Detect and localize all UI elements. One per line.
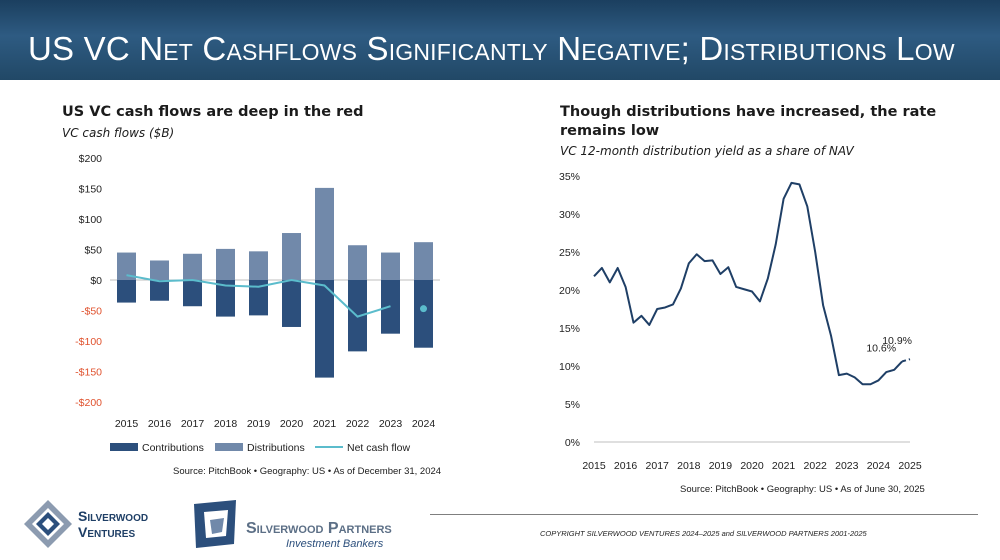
y-tick-label: 30% xyxy=(559,209,580,221)
y-tick-label: -$100 xyxy=(75,336,102,348)
annotation-label: 10.9% xyxy=(882,335,912,347)
y-tick-label: $200 xyxy=(79,153,103,165)
y-tick-label: 35% xyxy=(559,171,580,183)
x-tick-label: 2023 xyxy=(379,418,403,430)
distribution-bar xyxy=(183,253,202,280)
y-tick-label: 15% xyxy=(559,323,580,335)
x-tick-label: 2024 xyxy=(867,460,891,472)
distribution-bar xyxy=(381,252,400,280)
y-tick-label: 0% xyxy=(565,437,580,449)
distribution-bar xyxy=(315,187,334,280)
y-tick-label: -$50 xyxy=(81,306,102,318)
copyright-text: COPYRIGHT SILVERWOOD VENTURES 2024–2025 … xyxy=(540,529,867,538)
x-tick-label: 2016 xyxy=(614,460,638,472)
right-chart-title-line1: Though distributions have increased, the… xyxy=(560,104,937,120)
page-title: US VC Net Cashflows Significantly Negati… xyxy=(28,30,955,67)
logo1-line1: Silverwood xyxy=(78,508,149,524)
contribution-bar xyxy=(249,280,268,316)
logo1-line2: Ventures xyxy=(78,524,136,540)
distribution-bar xyxy=(216,248,235,280)
contribution-bar xyxy=(315,280,334,378)
legend-swatch-contributions xyxy=(110,443,138,451)
silverwood-partners-logo-icon xyxy=(194,500,236,548)
x-tick-label: 2016 xyxy=(148,418,172,430)
x-tick-label: 2021 xyxy=(772,460,796,472)
x-tick-label: 2022 xyxy=(804,460,828,472)
distribution-yield-line xyxy=(593,181,903,386)
net-cash-flow-line xyxy=(126,274,391,318)
net-cash-flow-point xyxy=(420,305,427,313)
x-tick-label: 2015 xyxy=(115,418,139,430)
contribution-bar xyxy=(150,280,169,301)
legend-swatch-distributions xyxy=(215,443,243,451)
x-tick-label: 2025 xyxy=(898,460,922,472)
y-tick-label: 25% xyxy=(559,247,580,259)
x-tick-label: 2019 xyxy=(247,418,271,430)
left-chart-source: Source: PitchBook • Geography: US • As o… xyxy=(173,466,442,477)
x-tick-label: 2019 xyxy=(709,460,733,472)
x-tick-label: 2015 xyxy=(582,460,606,472)
contribution-bar xyxy=(216,280,235,317)
distribution-yield-line-latest xyxy=(901,358,911,363)
legend-distributions: Distributions xyxy=(247,442,305,454)
legend-net-cash-flow: Net cash flow xyxy=(347,442,410,454)
annotation-label: 10.6% xyxy=(866,342,896,354)
y-tick-label: -$200 xyxy=(75,397,102,409)
contribution-bar xyxy=(282,280,301,327)
legend-contributions: Contributions xyxy=(142,442,204,454)
x-tick-label: 2020 xyxy=(280,418,304,430)
distribution-bar xyxy=(249,251,268,280)
logo2-line1: Silverwood Partners xyxy=(246,520,392,537)
y-tick-label: 20% xyxy=(559,285,580,297)
y-tick-label: 5% xyxy=(565,399,580,411)
right-chart-subtitle: VC 12-month distribution yield as a shar… xyxy=(560,144,854,158)
y-tick-label: $50 xyxy=(84,245,102,257)
y-tick-label: 10% xyxy=(559,361,580,373)
distribution-bar xyxy=(282,233,301,280)
x-tick-label: 2017 xyxy=(181,418,205,430)
distribution-yield-line-chart: 35% 30% 25% 20% 15% 10% 5% 0%2015 2016 2017 2018 20… xyxy=(559,171,922,472)
footer-divider xyxy=(430,514,978,515)
left-chart-subtitle: VC cash flows ($B) xyxy=(62,126,175,140)
logo2-line2: Investment Bankers xyxy=(286,538,384,550)
x-tick-label: 2021 xyxy=(313,418,337,430)
distribution-bar xyxy=(150,260,169,280)
right-chart-source: Source: PitchBook • Geography: US • As o… xyxy=(680,484,925,495)
silverwood-ventures-logo-icon xyxy=(24,500,72,548)
distribution-bar xyxy=(117,252,136,280)
header-banner: US VC Net Cashflows Significantly Negati… xyxy=(0,0,1000,80)
contribution-bar xyxy=(414,280,433,348)
distribution-bar xyxy=(348,245,367,280)
x-tick-label: 2023 xyxy=(835,460,859,472)
x-tick-label: 2017 xyxy=(646,460,670,472)
x-tick-label: 2020 xyxy=(740,460,764,472)
y-tick-label: $0 xyxy=(90,275,102,287)
x-tick-label: 2024 xyxy=(412,418,436,430)
distribution-bar xyxy=(414,242,433,280)
x-tick-label: 2018 xyxy=(677,460,701,472)
y-tick-label: $100 xyxy=(79,214,103,226)
y-tick-label: $150 xyxy=(79,184,103,196)
contribution-bar xyxy=(117,280,136,303)
right-chart-title-line2: remains low xyxy=(560,123,660,139)
x-tick-label: 2022 xyxy=(346,418,370,430)
cash-flow-bar-chart: $200 $150 $100 $50 $0 -$50 -$100 -$150 -$200 2015… xyxy=(75,153,440,454)
contribution-bar xyxy=(183,280,202,307)
x-tick-label: 2018 xyxy=(214,418,238,430)
y-tick-label: -$150 xyxy=(75,367,102,379)
left-chart-title: US VC cash flows are deep in the red xyxy=(62,104,364,120)
